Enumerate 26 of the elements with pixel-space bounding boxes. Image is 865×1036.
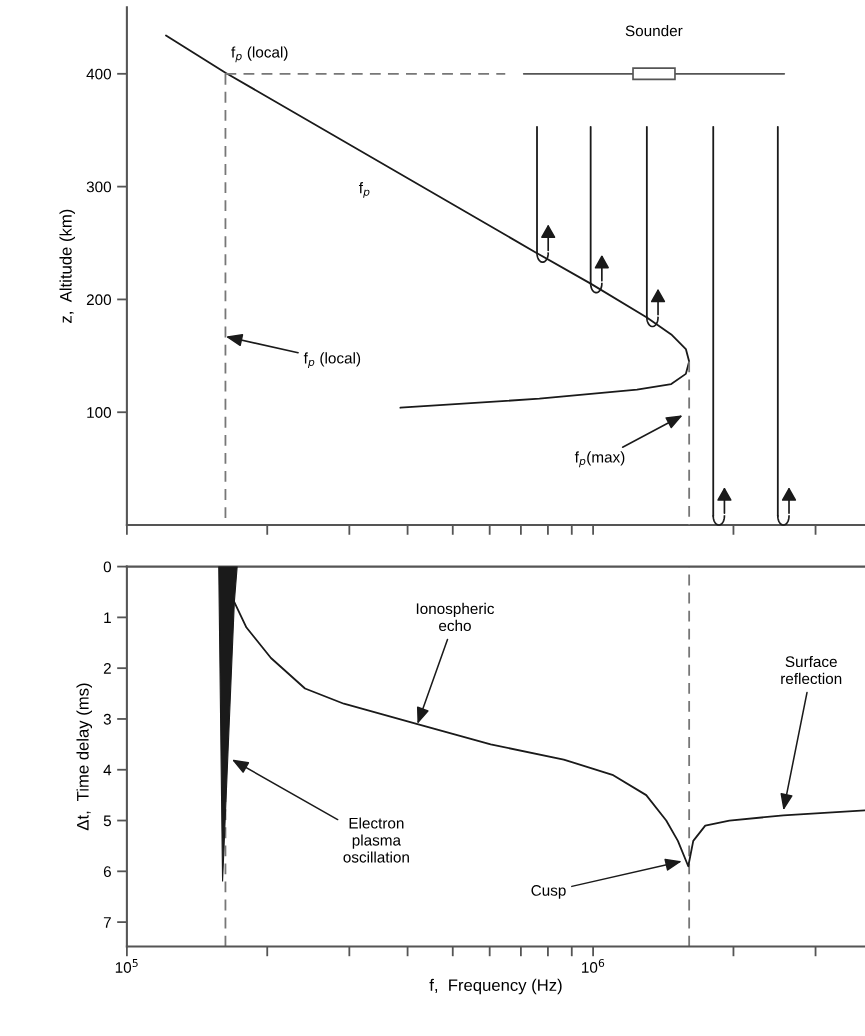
x-axis-title: f, Frequency (Hz) [429, 978, 562, 995]
y-tick-label: 4 [103, 764, 112, 776]
x-tick-label: 10$^{6}$ [582, 958, 605, 973]
y-tick-label: 300 [86, 181, 112, 193]
y-axis-title: Δt, Time delay (ms) [76, 683, 93, 831]
y-tick-label: 6 [103, 866, 111, 878]
annotation: f$_{p}$ (local) [303, 352, 361, 369]
y-tick-label: 2 [103, 663, 111, 674]
x-tick-label: 10$^{5}$ [115, 959, 138, 973]
y-tick-label: 200 [86, 294, 112, 306]
annotation: Surface reflection [781, 655, 842, 685]
annotation: Cusp [531, 885, 566, 899]
y-tick-label: 100 [87, 407, 112, 418]
annotation: Sounder [625, 25, 683, 37]
y-tick-label: 7 [103, 917, 111, 928]
y-tick-label: 3 [103, 713, 111, 725]
annotation: f$_{p}$ [358, 182, 370, 198]
y-axis-title: z, Altitude (km) [59, 209, 76, 323]
y-tick-label: 400 [86, 68, 112, 80]
y-tick-label: 0 [103, 561, 112, 573]
y-tick-label: 1 [104, 612, 111, 623]
annotation: Ionospheric echo [416, 602, 495, 632]
annotation: f$_{p}$ (local) [231, 46, 288, 63]
annotation: Electron plasma oscillation [343, 817, 409, 863]
annotation: f$_{p}$(max) [574, 451, 625, 468]
y-tick-label: 5 [103, 815, 111, 827]
